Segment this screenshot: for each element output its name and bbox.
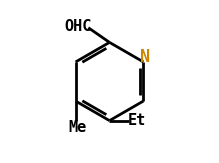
Text: Me: Me: [68, 120, 86, 135]
Text: OHC: OHC: [65, 19, 92, 34]
Text: Et: Et: [128, 113, 146, 128]
Text: N: N: [140, 48, 150, 66]
